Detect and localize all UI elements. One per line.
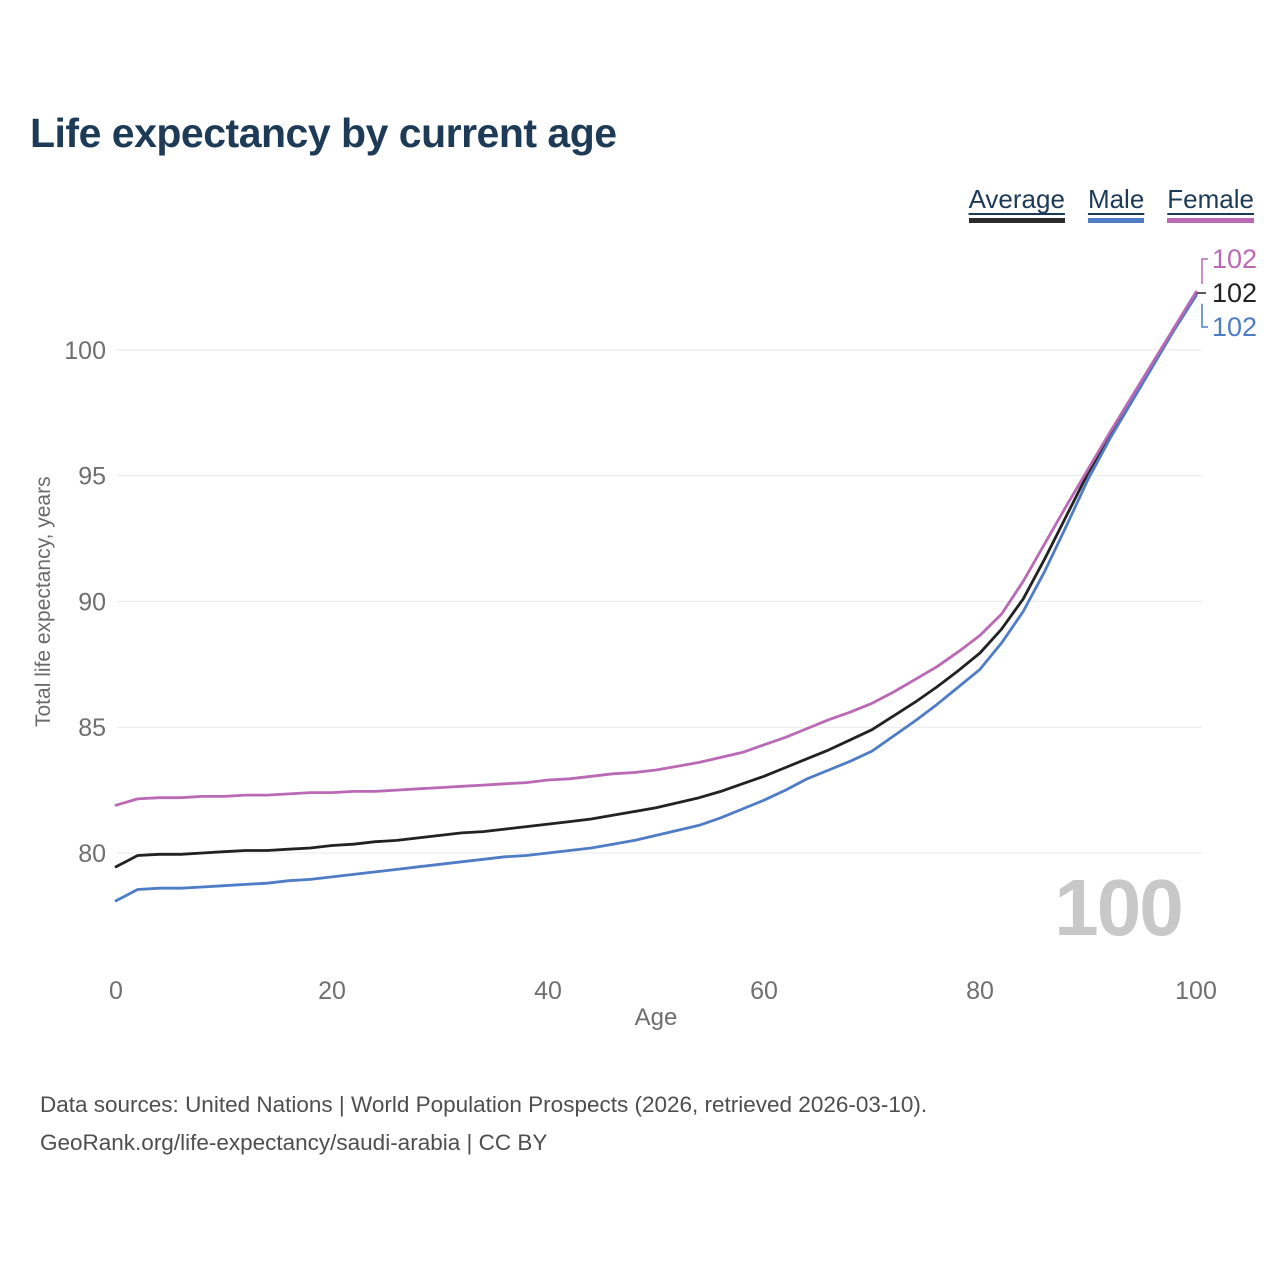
series-line-male[interactable] bbox=[114, 294, 1198, 903]
series-line-average[interactable] bbox=[114, 293, 1198, 869]
y-axis-title: Total life expectancy, years bbox=[32, 476, 55, 727]
footer-citation-line: GeoRank.org/life-expectancy/saudi-arabia… bbox=[40, 1130, 548, 1155]
legend-item-male[interactable]: Male bbox=[1087, 184, 1145, 223]
end-label-average: 102 bbox=[1212, 278, 1257, 308]
x-axis-tick-label: 80 bbox=[966, 977, 994, 1005]
legend-item-average[interactable]: Average bbox=[968, 184, 1065, 223]
y-axis-tick-label: 90 bbox=[78, 588, 106, 616]
legend-color-bar-female bbox=[1167, 218, 1254, 223]
end-label-connector-male bbox=[1201, 303, 1208, 328]
y-axis-tick-label: 80 bbox=[78, 840, 106, 868]
chart-title: Life expectancy by current age bbox=[30, 110, 617, 156]
x-axis-tick-label: 0 bbox=[109, 977, 123, 1005]
series-line-female[interactable] bbox=[114, 290, 1198, 807]
legend-label-average: Average bbox=[968, 184, 1065, 214]
y-axis-tick-label: 100 bbox=[64, 337, 106, 365]
x-axis-tick-label: 20 bbox=[318, 977, 346, 1005]
legend: Average Male Female bbox=[968, 184, 1254, 223]
legend-label-female: Female bbox=[1167, 184, 1254, 214]
end-label-female: 102 bbox=[1212, 244, 1257, 274]
x-axis-tick-label: 100 bbox=[1175, 977, 1217, 1005]
x-axis-tick-label: 40 bbox=[534, 977, 562, 1005]
legend-label-male: Male bbox=[1087, 184, 1145, 214]
x-axis-title: Age bbox=[634, 1004, 678, 1031]
end-label-connector-female bbox=[1201, 258, 1208, 284]
end-label-male: 102 bbox=[1212, 312, 1257, 342]
y-axis-tick-label: 85 bbox=[78, 714, 106, 742]
legend-color-bar-male bbox=[1087, 218, 1145, 223]
footer: Data sources: United Nations | World Pop… bbox=[40, 1086, 927, 1162]
footer-source-line: Data sources: United Nations | World Pop… bbox=[40, 1092, 928, 1117]
x-axis-tick-label: 60 bbox=[750, 977, 778, 1005]
watermark-text: 100 bbox=[1054, 863, 1181, 952]
legend-item-female[interactable]: Female bbox=[1167, 184, 1254, 223]
legend-color-bar-average bbox=[968, 218, 1065, 223]
y-axis-tick-label: 95 bbox=[78, 463, 106, 491]
